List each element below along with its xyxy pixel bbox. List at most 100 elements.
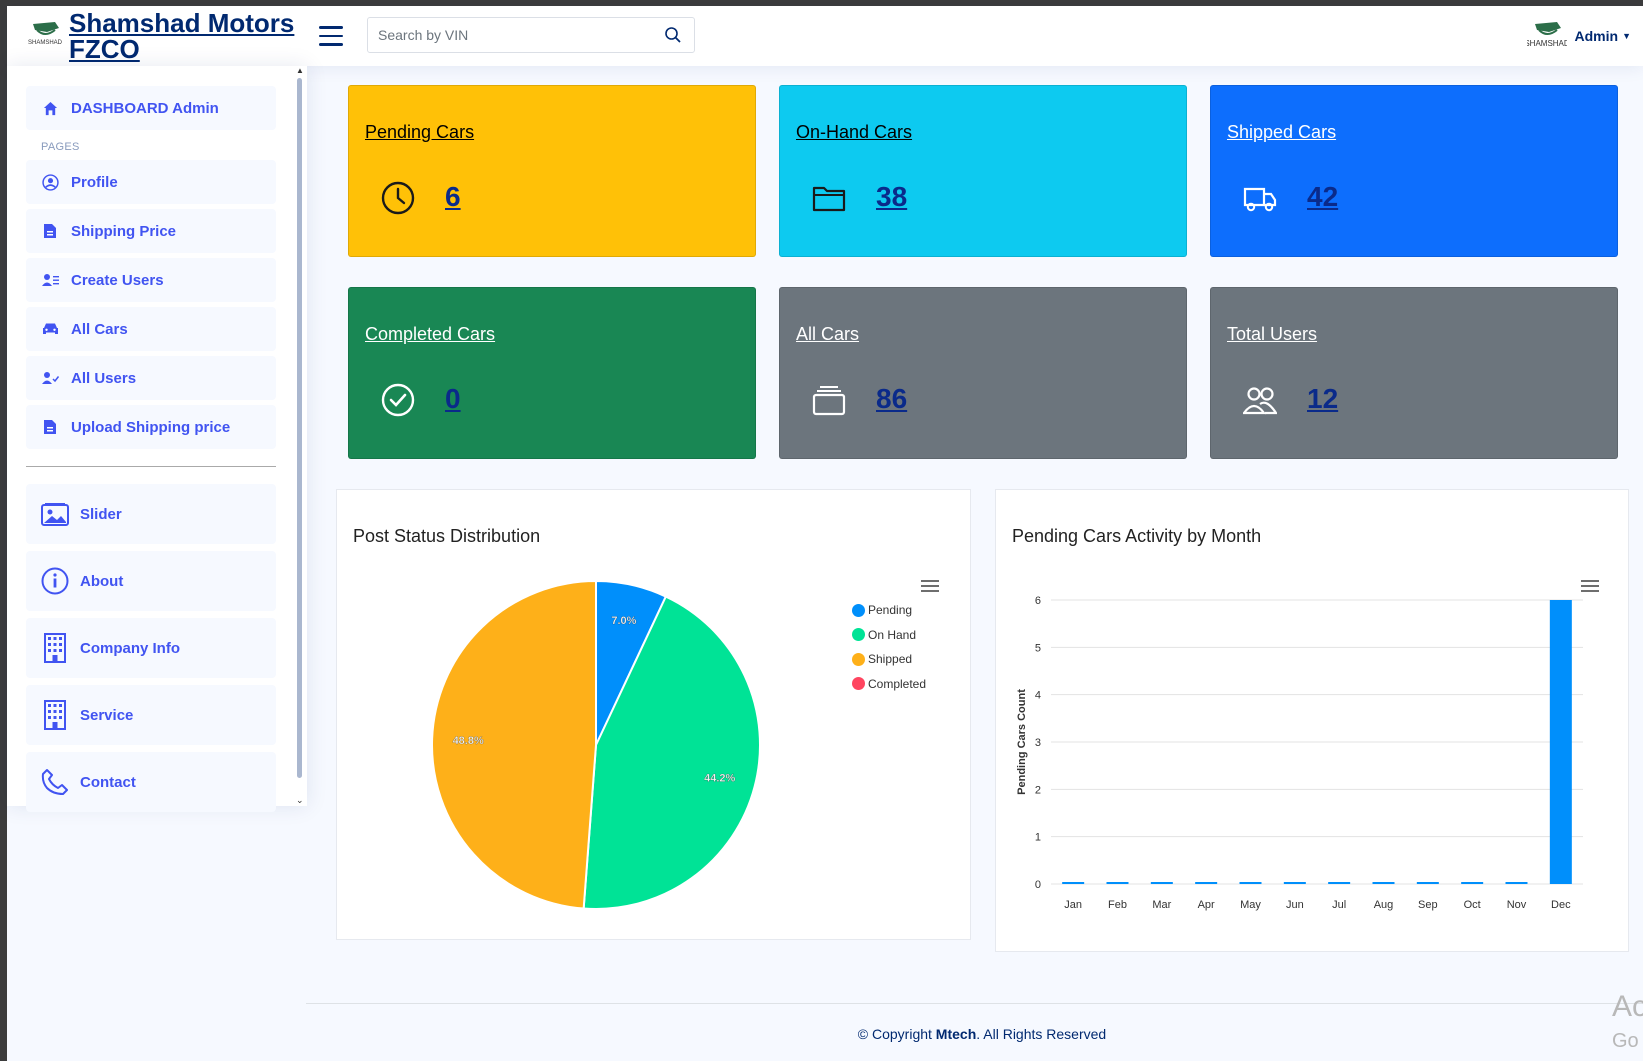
footer-divider: [306, 1003, 1643, 1004]
stat-card-value[interactable]: 42: [1307, 181, 1339, 212]
bar-chart-title: Pending Cars Activity by Month: [1012, 526, 1262, 546]
bar-mar[interactable]: [1150, 882, 1173, 884]
bar-dec[interactable]: [1549, 600, 1572, 884]
people-icon: [1243, 387, 1277, 415]
search-icon[interactable]: [664, 26, 682, 44]
legend-item-pending[interactable]: Pending: [852, 598, 926, 623]
company-logo-icon[interactable]: SHAMSHAD: [25, 18, 65, 52]
sidebar-item-profile[interactable]: Profile: [26, 160, 276, 204]
bar-may[interactable]: [1239, 882, 1262, 884]
sidebar-item-service[interactable]: Service: [26, 685, 276, 745]
x-tick-label: May: [1240, 899, 1261, 911]
bar-oct[interactable]: [1461, 882, 1484, 884]
file-icon: [41, 222, 59, 240]
activation-watermark: Ac Go: [1612, 990, 1643, 1058]
user-circle-icon: [41, 173, 59, 191]
bar-feb[interactable]: [1106, 882, 1129, 884]
sidebar-item-about[interactable]: About: [26, 551, 276, 611]
user-list-icon: [41, 271, 59, 289]
pie-chart-menu-icon[interactable]: [921, 580, 939, 594]
logo-caption: SHAMSHAD: [28, 40, 63, 46]
bar-nov[interactable]: [1505, 882, 1528, 884]
collection-icon: [812, 386, 846, 416]
check-circle-icon: [381, 383, 415, 417]
sidebar-item-shipping-price[interactable]: Shipping Price: [26, 209, 276, 253]
stat-card-total-users[interactable]: Total Users 12: [1210, 287, 1618, 459]
legend-item-shipped[interactable]: Shipped: [852, 647, 926, 672]
stat-card-title[interactable]: Total Users: [1227, 324, 1318, 344]
bar-apr[interactable]: [1195, 882, 1218, 884]
stat-card-value[interactable]: 86: [876, 383, 908, 414]
legend-label: Shipped: [868, 652, 913, 667]
sidebar-item-label: Create Users: [71, 271, 164, 289]
stat-card-value[interactable]: 38: [876, 181, 908, 212]
x-tick-label: Jan: [1064, 899, 1082, 911]
stat-card-value[interactable]: 0: [445, 383, 461, 414]
sidebar-item-contact[interactable]: Contact: [26, 752, 276, 812]
stat-card-title[interactable]: On-Hand Cars: [796, 122, 913, 142]
chevron-down-icon[interactable]: ▼: [1622, 31, 1631, 41]
sidebar-item-create-users[interactable]: Create Users: [26, 258, 276, 302]
x-tick-label: Jul: [1332, 899, 1346, 911]
x-tick-label: Feb: [1108, 899, 1127, 911]
bar-chart-panel: Pending Cars Activity by Month: [995, 489, 1629, 952]
scrollbar-thumb[interactable]: [297, 78, 302, 778]
folder-icon: [812, 186, 846, 212]
sidebar-item-all-cars[interactable]: All Cars: [26, 307, 276, 351]
stat-card-value[interactable]: 6: [445, 181, 461, 212]
watermark-line2: Go: [1612, 1030, 1639, 1052]
sidebar-item-label: Upload Shipping price: [71, 418, 231, 436]
brand-title[interactable]: Shamshad Motors FZCO: [69, 8, 295, 64]
stat-card-value[interactable]: 12: [1307, 383, 1339, 414]
stat-card-all-cars[interactable]: All Cars 86: [779, 287, 1187, 459]
pie-slice-shipped[interactable]: [431, 579, 597, 910]
stat-card-title[interactable]: Completed Cars: [365, 324, 496, 344]
footer: © Copyright Mtech. All Rights Reserved: [306, 1026, 1643, 1042]
y-tick-label: 3: [1035, 737, 1041, 749]
profile-name[interactable]: Admin: [1574, 28, 1619, 44]
x-tick-label: Nov: [1507, 899, 1527, 911]
y-tick-label: 5: [1035, 642, 1041, 654]
clock-icon: [381, 181, 415, 215]
scroll-down-icon[interactable]: ⌄: [296, 795, 304, 805]
user-check-icon: [41, 369, 59, 387]
bar-jun[interactable]: [1283, 882, 1306, 884]
pie-slice-on-hand[interactable]: [582, 595, 761, 910]
stat-card-pending-cars[interactable]: Pending Cars 6: [348, 85, 756, 257]
sidebar-scrollbar[interactable]: ▲ ⌄: [296, 66, 304, 806]
building-icon: [40, 700, 70, 730]
legend-item-on-hand[interactable]: On Hand: [852, 623, 926, 648]
image-icon: [40, 499, 70, 529]
bar-chart-menu-icon[interactable]: [1581, 580, 1599, 594]
stat-card-title[interactable]: Shipped Cars: [1227, 122, 1337, 142]
sidebar-item-company-info[interactable]: Company Info: [26, 618, 276, 678]
bar-jul[interactable]: [1328, 882, 1351, 884]
stat-card-shipped-cars[interactable]: Shipped Cars 42: [1210, 85, 1618, 257]
pie-data-label: 48.8%: [453, 735, 484, 747]
stat-card-completed-cars[interactable]: Completed Cars 0: [348, 287, 756, 459]
toggle-sidebar-icon[interactable]: [319, 26, 343, 48]
legend-item-completed[interactable]: Completed: [852, 672, 926, 697]
legend-marker: [852, 603, 865, 617]
bar-aug[interactable]: [1372, 882, 1395, 884]
bar-jan[interactable]: [1062, 882, 1085, 884]
building-icon: [40, 633, 70, 663]
x-tick-label: Mar: [1152, 899, 1171, 911]
pie-data-label: 44.2%: [704, 773, 735, 785]
x-tick-label: Aug: [1374, 899, 1394, 911]
bar-sep[interactable]: [1416, 882, 1439, 884]
pie-legend: Pending On Hand Shipped Completed: [852, 598, 926, 696]
stat-card-on-hand-cars[interactable]: On-Hand Cars 38: [779, 85, 1187, 257]
sidebar-item-dashboard[interactable]: DASHBOARD Admin: [26, 86, 276, 130]
sidebar-item-upload-shipping-price[interactable]: Upload Shipping price: [26, 405, 276, 449]
window-top-border: [0, 0, 1643, 6]
sidebar-item-all-users[interactable]: All Users: [26, 356, 276, 400]
stat-card-title[interactable]: Pending Cars: [365, 122, 475, 142]
profile-dropdown[interactable]: SHAMSHAD Admin ▼: [1527, 16, 1631, 56]
search-input[interactable]: [368, 18, 648, 52]
scroll-up-icon[interactable]: ▲: [296, 66, 304, 75]
sidebar-item-label: DASHBOARD Admin: [71, 99, 219, 117]
stat-card-title[interactable]: All Cars: [796, 324, 860, 344]
sidebar-item-slider[interactable]: Slider: [26, 484, 276, 544]
file-icon: [41, 418, 59, 436]
